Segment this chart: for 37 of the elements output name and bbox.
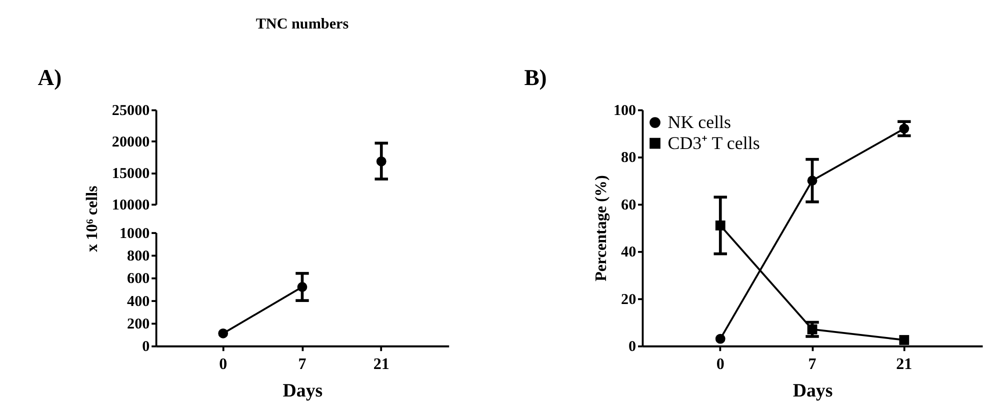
y-axis-title: Percentage (%)	[592, 175, 610, 282]
y-tick-label: 15000	[112, 166, 150, 182]
x-tick-label: 21	[373, 356, 390, 374]
y-tick-label: 1000	[119, 226, 150, 242]
y-tick-label: 80	[621, 150, 636, 166]
x-tick-label: 7	[298, 356, 306, 374]
x-tick-label: 0	[716, 356, 724, 374]
y-tick-label: 10000	[112, 197, 150, 214]
y-tick-label: 800	[127, 248, 150, 264]
y-tick-label: 100	[613, 102, 636, 119]
x-tick-label: 21	[896, 356, 912, 374]
y-tick-label: 600	[127, 271, 150, 288]
y-tick-label: 20	[621, 292, 636, 308]
legend-label: NK cells	[668, 112, 732, 132]
y-tick-label: 200	[127, 316, 150, 332]
x-axis-title: Days	[792, 380, 833, 402]
point	[899, 335, 910, 345]
text: B)	[524, 65, 547, 90]
y-tick-label: 20000	[112, 134, 150, 150]
y-tick-label: 400	[127, 294, 150, 310]
y-tick-label: 0	[142, 339, 150, 356]
point	[807, 176, 818, 186]
y-tick-label: 60	[621, 197, 636, 214]
point	[807, 324, 818, 334]
point	[715, 220, 726, 230]
x-axis-title: Days	[282, 380, 323, 402]
point	[715, 334, 726, 344]
text: A)	[38, 65, 62, 90]
x-tick-label: 0	[219, 356, 228, 374]
y-axis-title: x 10⁶ cells	[84, 186, 101, 252]
legend-label: CD3⁺ T cells	[668, 132, 760, 153]
y-tick-label: 0	[628, 339, 636, 356]
point	[899, 124, 910, 134]
chart-title: TNC numbers	[256, 16, 349, 33]
x-tick-label: 7	[808, 356, 816, 374]
y-tick-label: 40	[621, 244, 636, 261]
y-tick-label: 25000	[112, 102, 150, 119]
